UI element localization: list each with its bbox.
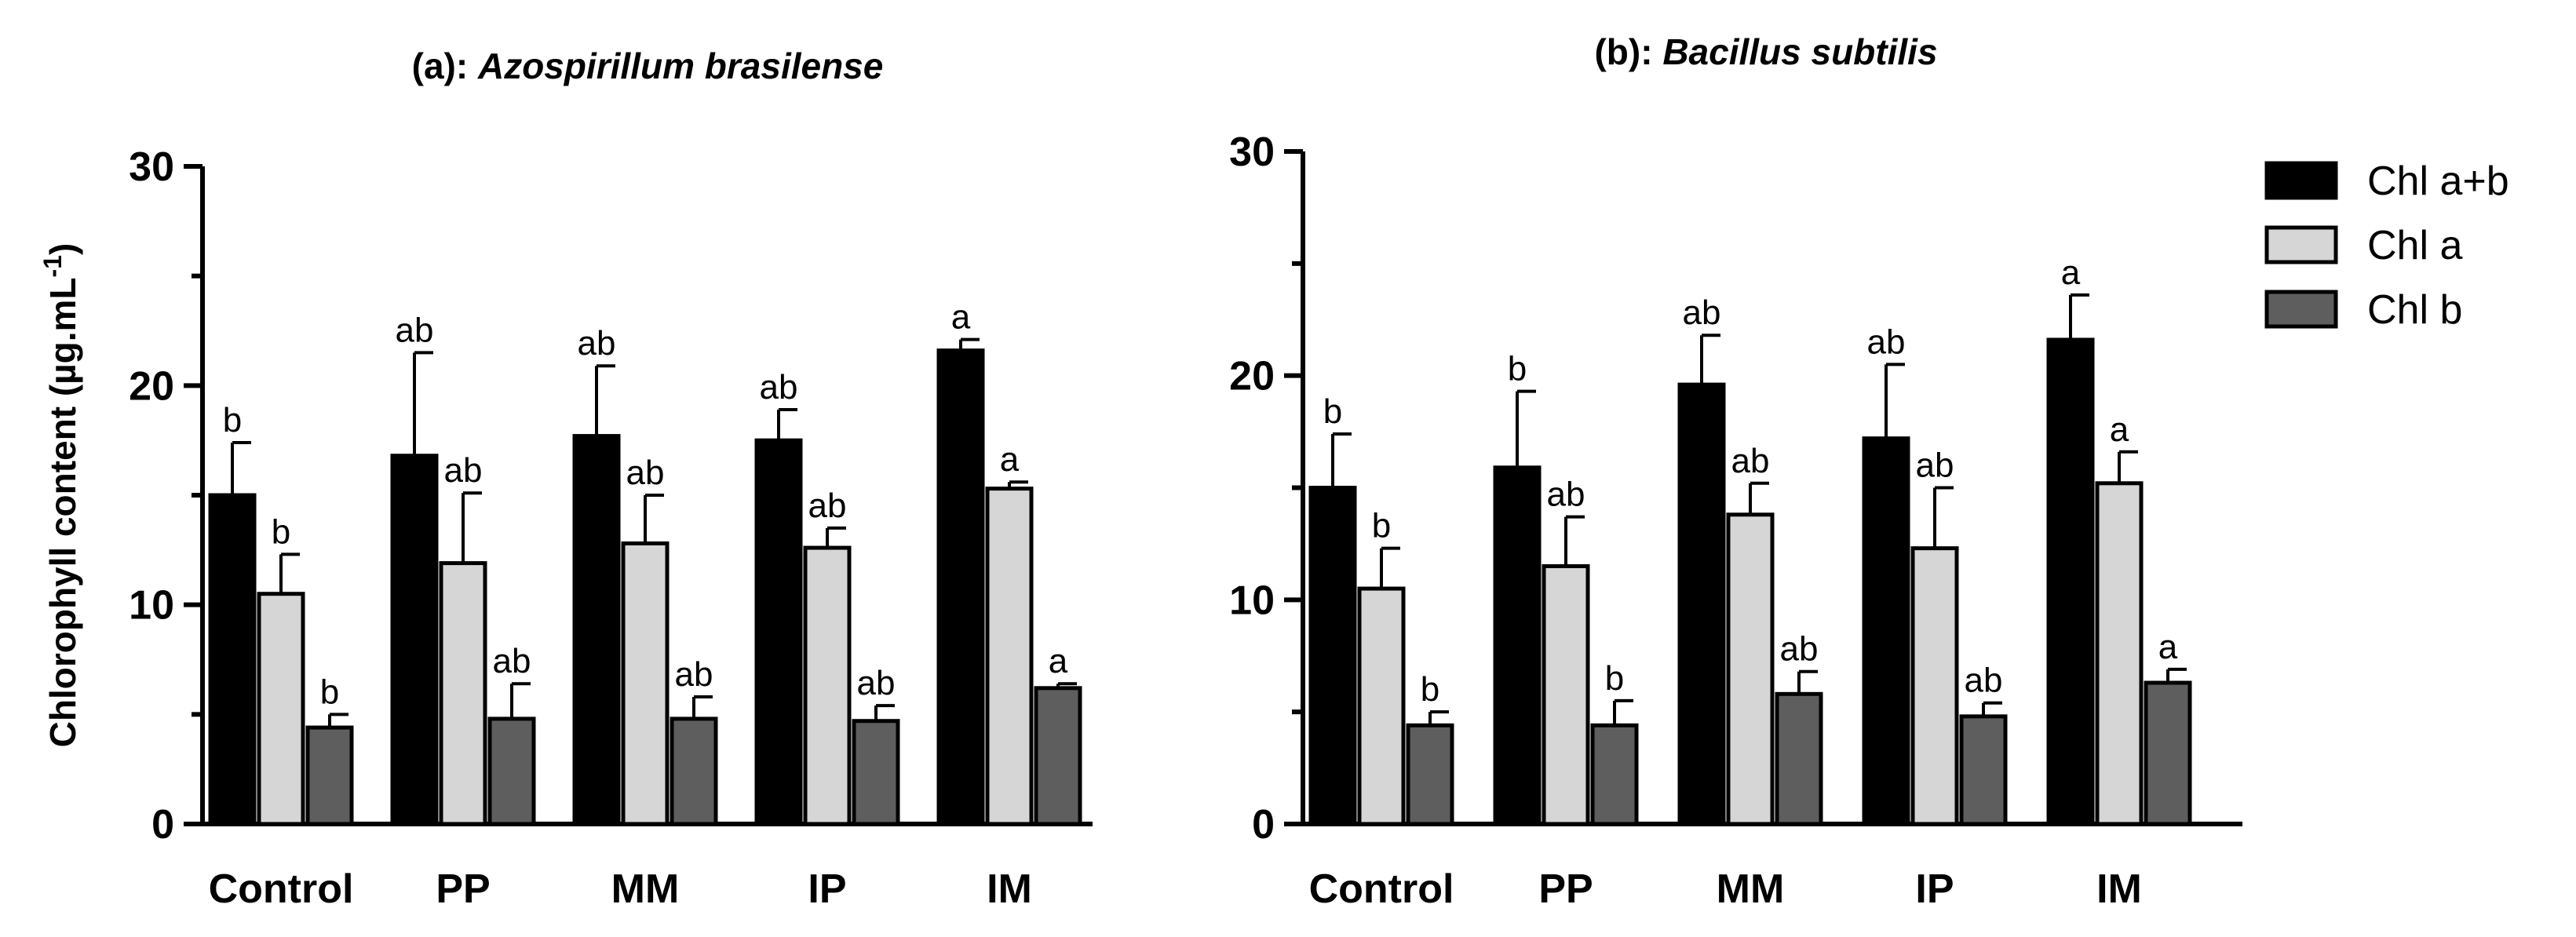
x-tick-label: Control xyxy=(1309,866,1454,912)
significance-letter: a xyxy=(2110,410,2129,449)
significance-letter: ab xyxy=(396,311,434,349)
bar-chl-b xyxy=(670,716,718,826)
significance-letter: ab xyxy=(1547,476,1585,514)
x-tick-label: Control xyxy=(209,866,354,912)
significance-letter: ab xyxy=(1683,293,1721,332)
bar-chl-a-b xyxy=(390,454,439,826)
significance-letter: b xyxy=(223,401,242,439)
bar-chl-b xyxy=(1959,714,2008,826)
x-tick-label: PP xyxy=(1538,866,1593,912)
bar-chl-a xyxy=(257,592,305,826)
panel-a: (a): Azospirillum brasilense Chlorophyll … xyxy=(38,46,1093,912)
y-tick-label: 10 xyxy=(1229,578,1275,623)
significance-letter: ab xyxy=(578,324,616,363)
x-tick-label: PP xyxy=(436,866,490,912)
significance-letter: b xyxy=(1421,670,1439,709)
bar-chl-b xyxy=(305,725,354,826)
bar-chl-a-b xyxy=(754,438,803,826)
legend-label: Chl a+b xyxy=(2367,159,2509,204)
bar-chl-a-b xyxy=(2046,337,2095,826)
bar-chl-b xyxy=(1590,723,1639,826)
legend: Chl a+b Chl a Chl b xyxy=(2264,159,2509,333)
panel-b: (b): Bacillus subtilis 0 10 20 30 b b b Control b… xyxy=(1229,31,2242,912)
y-tick-label: 20 xyxy=(1229,354,1275,399)
x-tick-label: MM xyxy=(1717,866,1785,912)
y-tick-label: 0 xyxy=(151,802,174,848)
significance-letter: a xyxy=(951,298,971,337)
bar-chl-a xyxy=(439,561,487,826)
bar-chl-b xyxy=(1775,691,1823,826)
y-tick-label: 0 xyxy=(1252,802,1275,848)
chart-title: (a): Azospirillum brasilense xyxy=(412,46,884,86)
significance-letter: ab xyxy=(760,368,798,407)
bar-chl-b xyxy=(852,719,900,826)
legend-label: Chl b xyxy=(2367,287,2462,333)
bar-chl-b xyxy=(1034,686,1082,826)
x-tick-label: IP xyxy=(808,866,846,912)
bar-chl-a xyxy=(1910,546,1959,826)
significance-letter: ab xyxy=(1731,442,1770,480)
chart-title: (b): Bacillus subtilis xyxy=(1594,31,1937,72)
significance-letter: ab xyxy=(626,454,665,492)
significance-letter: b xyxy=(1372,507,1391,545)
legend-swatch xyxy=(2264,225,2338,264)
significance-letter: a xyxy=(2158,628,2178,666)
bar-chl-b xyxy=(2144,680,2192,826)
significance-letter: ab xyxy=(1780,630,1819,669)
significance-letter: b xyxy=(1508,350,1527,388)
bar-chl-a xyxy=(803,545,852,826)
bar-chl-a xyxy=(985,487,1034,826)
significance-letter: ab xyxy=(1965,662,2003,700)
significance-letter: ab xyxy=(493,642,531,680)
bar-chl-b xyxy=(1406,723,1454,826)
bar-chl-a xyxy=(1726,512,1775,826)
significance-letter: ab xyxy=(808,487,847,525)
x-tick-label: MM xyxy=(611,866,680,912)
legend-swatch xyxy=(2264,290,2338,329)
bar-chl-a-b xyxy=(208,493,257,826)
significance-letter: a xyxy=(1049,642,1068,680)
significance-letter: b xyxy=(1605,659,1624,698)
significance-letter: b xyxy=(272,512,290,551)
significance-letter: ab xyxy=(444,451,483,490)
x-tick-label: IM xyxy=(2096,866,2142,912)
y-tick-label: 30 xyxy=(1229,129,1275,175)
x-tick-label: IP xyxy=(1915,866,1954,912)
bar-chl-a-b xyxy=(1677,382,1726,826)
bar-chl-b xyxy=(487,716,536,826)
significance-letter: ab xyxy=(1916,447,1954,485)
bar-chl-a-b xyxy=(572,434,621,826)
bar-chl-a xyxy=(2095,481,2144,826)
significance-letter: a xyxy=(1000,440,1020,479)
bar-chl-a-b xyxy=(1862,436,1910,826)
legend-swatch xyxy=(2264,161,2338,200)
significance-letter: ab xyxy=(675,655,713,694)
significance-letter: a xyxy=(2061,253,2081,292)
bar-chl-a xyxy=(621,541,670,826)
bar-chl-a-b xyxy=(1493,465,1542,826)
bar-chl-a-b xyxy=(936,348,985,826)
y-axis-label: Chlorophyll content (µg.mL-1) xyxy=(38,243,83,748)
significance-letter: b xyxy=(1323,392,1342,431)
bar-chl-a xyxy=(1542,563,1590,826)
significance-letter: b xyxy=(320,673,339,711)
x-tick-label: IM xyxy=(987,866,1032,912)
y-tick-label: 30 xyxy=(129,144,174,190)
bar-chl-a-b xyxy=(1308,486,1357,826)
significance-letter: ab xyxy=(857,664,896,702)
y-tick-label: 10 xyxy=(129,583,174,629)
legend-label: Chl a xyxy=(2367,223,2462,268)
y-tick-label: 20 xyxy=(129,363,174,409)
significance-letter: ab xyxy=(1867,323,1906,361)
bar-chl-a xyxy=(1357,586,1406,826)
